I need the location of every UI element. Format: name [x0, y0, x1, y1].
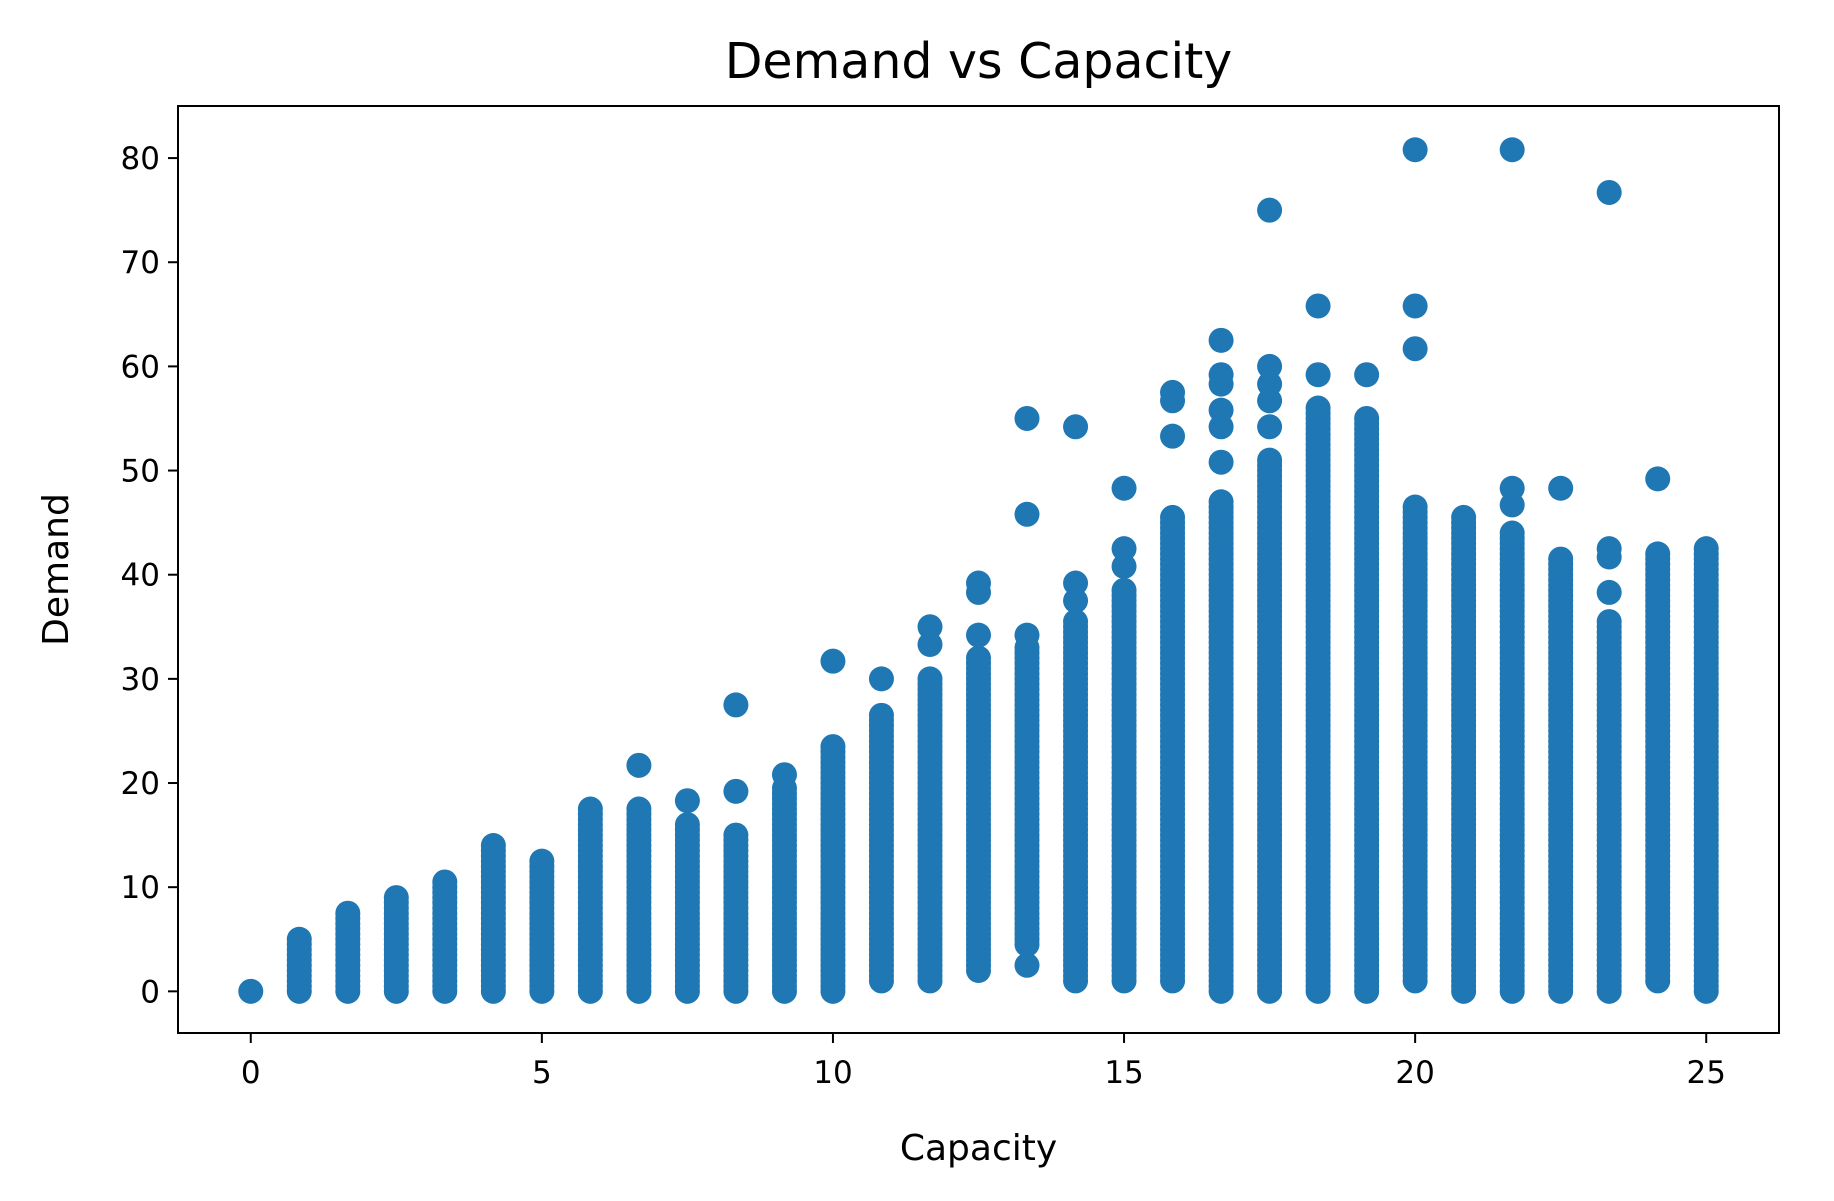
- data-point: [868, 666, 894, 692]
- data-point: [723, 692, 749, 718]
- data-point: [1596, 609, 1622, 635]
- data-point: [238, 978, 264, 1004]
- y-tick-label: 10: [121, 870, 160, 906]
- x-tick-label: 15: [1104, 1055, 1143, 1091]
- data-point: [432, 869, 458, 895]
- data-point: [1305, 293, 1331, 319]
- data-point: [1208, 362, 1234, 388]
- data-point: [1354, 405, 1380, 431]
- x-tick-label: 25: [1687, 1055, 1726, 1091]
- data-point: [723, 822, 749, 848]
- x-axis-label: Capacity: [900, 1128, 1057, 1169]
- data-point: [335, 900, 361, 926]
- data-point: [1451, 504, 1477, 530]
- y-tick-label: 20: [121, 766, 160, 802]
- data-point: [1693, 536, 1719, 562]
- data-point: [1160, 379, 1186, 405]
- data-point: [674, 812, 700, 838]
- data-point: [1111, 536, 1137, 562]
- y-tick-label: 30: [121, 662, 160, 698]
- plot-frame: [177, 105, 1780, 1034]
- data-point: [1499, 137, 1525, 163]
- data-point: [1160, 504, 1186, 530]
- y-axis-ticks: 0 10 20 30 40 50 60 70 80: [121, 141, 178, 1010]
- data-point: [1208, 327, 1234, 353]
- data-point: [820, 734, 846, 760]
- data-point: [1305, 395, 1331, 421]
- data-point: [1354, 362, 1380, 388]
- y-tick-label: 80: [121, 141, 160, 177]
- points-layer: [238, 137, 1719, 1004]
- data-point: [1014, 622, 1040, 648]
- data-point: [1063, 570, 1089, 596]
- data-point: [1499, 520, 1525, 546]
- y-tick-label: 60: [121, 349, 160, 385]
- data-point: [1063, 414, 1089, 440]
- data-point: [1596, 536, 1622, 562]
- data-point: [1111, 553, 1137, 579]
- data-point: [1208, 397, 1234, 423]
- data-point: [1014, 405, 1040, 431]
- data-point: [966, 570, 991, 596]
- data-point: [917, 666, 943, 692]
- x-tick-label: 5: [532, 1055, 552, 1091]
- data-point: [1208, 449, 1234, 475]
- data-point: [674, 788, 700, 814]
- data-point: [917, 631, 943, 657]
- data-point: [820, 648, 846, 674]
- x-tick-label: 20: [1395, 1055, 1434, 1091]
- data-point: [1499, 475, 1525, 501]
- y-tick-label: 70: [121, 245, 160, 281]
- y-tick-label: 0: [140, 974, 160, 1010]
- data-point: [1160, 423, 1186, 449]
- data-point: [1645, 541, 1671, 567]
- chart-title: Demand vs Capacity: [725, 33, 1233, 90]
- data-point: [868, 702, 894, 728]
- data-point: [1257, 371, 1283, 397]
- data-point: [1596, 179, 1622, 205]
- data-point: [1063, 588, 1089, 614]
- data-point: [1402, 336, 1428, 362]
- data-point: [1548, 475, 1574, 501]
- data-point: [480, 833, 506, 859]
- data-point: [1257, 353, 1283, 379]
- data-point: [771, 762, 797, 788]
- data-point: [1257, 197, 1283, 223]
- data-point: [1111, 577, 1137, 603]
- x-tick-label: 0: [241, 1055, 261, 1091]
- y-axis-label: Demand: [36, 493, 77, 646]
- data-point: [1208, 489, 1234, 515]
- data-point: [529, 848, 555, 874]
- data-point: [1014, 952, 1040, 978]
- data-point: [1014, 501, 1040, 527]
- data-point: [1257, 447, 1283, 473]
- data-point: [966, 645, 991, 671]
- data-point: [966, 622, 991, 648]
- data-point: [917, 614, 943, 640]
- data-point: [626, 796, 652, 822]
- data-point: [723, 778, 749, 804]
- data-point: [1063, 609, 1089, 635]
- data-point: [286, 926, 312, 952]
- data-point: [577, 796, 603, 822]
- x-axis-ticks: 0 5 10 15 20 25: [241, 1033, 1726, 1091]
- data-point: [383, 885, 409, 911]
- data-point: [1402, 494, 1428, 520]
- data-point: [626, 752, 652, 778]
- x-tick-label: 10: [813, 1055, 852, 1091]
- y-tick-label: 40: [121, 558, 160, 594]
- data-point: [1402, 137, 1428, 163]
- data-point: [1596, 579, 1622, 605]
- data-point: [1402, 293, 1428, 319]
- data-point: [1548, 546, 1574, 572]
- data-point: [1305, 362, 1331, 388]
- y-tick-label: 50: [121, 454, 160, 490]
- data-point: [1645, 466, 1671, 492]
- data-point: [1111, 475, 1137, 501]
- data-point: [1257, 414, 1283, 440]
